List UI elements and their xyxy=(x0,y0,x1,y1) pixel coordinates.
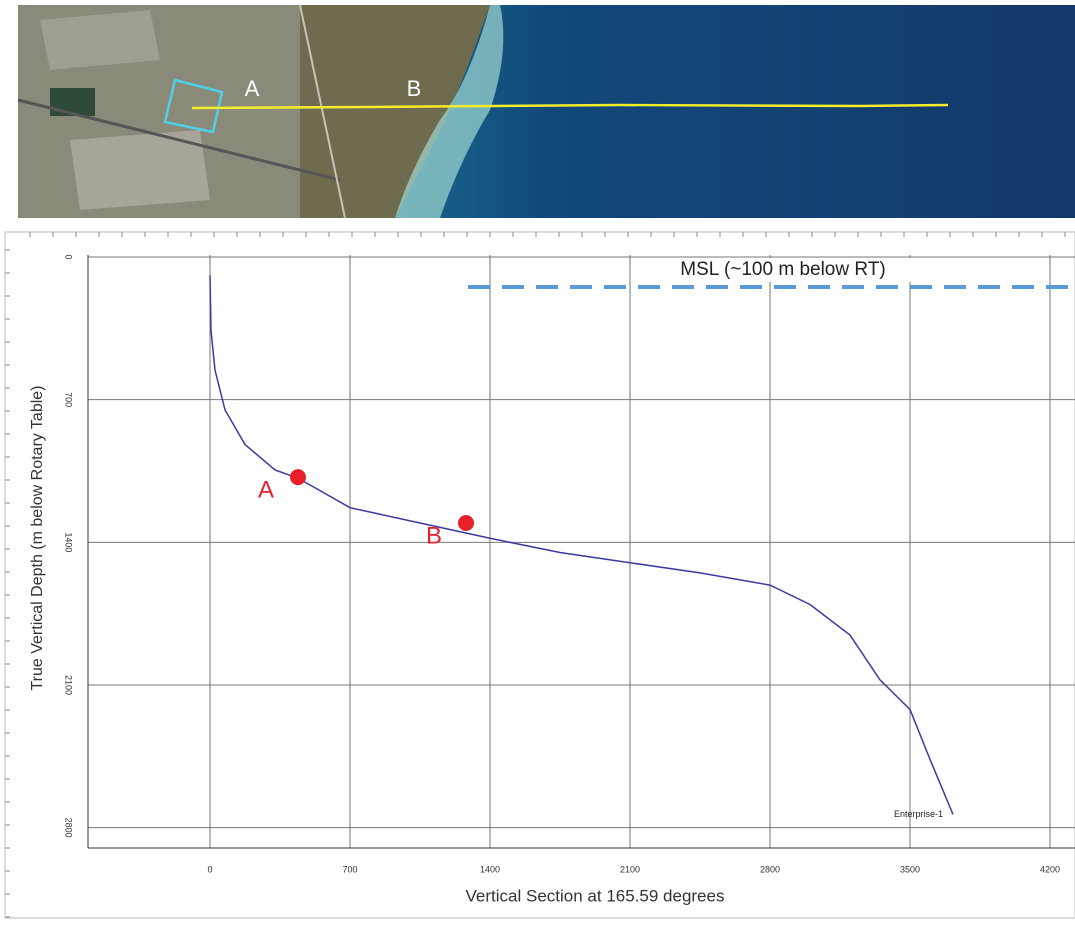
satellite-image: A B xyxy=(18,5,1075,218)
well-label: Enterprise-1 xyxy=(894,809,943,819)
x-tick-label: 2800 xyxy=(760,864,780,874)
msl-label: MSL (~100 m below RT) xyxy=(680,259,885,280)
x-tick-label: 700 xyxy=(342,864,357,874)
figure: A B 0 700 1400 2100 2800 3500 4200 0 700 1400 2100… xyxy=(0,0,1075,920)
y-axis-label: True Vertical Depth (m below Rotary Tabl… xyxy=(29,385,46,690)
y-tick-label: 1400 xyxy=(64,532,74,552)
point-marker xyxy=(290,469,306,485)
x-tick-label: 0 xyxy=(207,864,212,874)
x-tick-label: 2100 xyxy=(620,864,640,874)
point-marker xyxy=(458,515,474,531)
y-tick-label: 0 xyxy=(64,255,74,260)
map-label: B xyxy=(407,76,422,101)
x-tick-label: 4200 xyxy=(1040,864,1060,874)
point-label: A xyxy=(258,476,274,503)
point-label: B xyxy=(426,522,442,549)
y-tick-label: 700 xyxy=(64,392,74,407)
x-axis-label: Vertical Section at 165.59 degrees xyxy=(466,886,725,905)
y-tick-label: 2800 xyxy=(64,818,74,838)
x-tick-label: 3500 xyxy=(900,864,920,874)
map-label: A xyxy=(245,76,260,101)
x-tick-label: 1400 xyxy=(480,864,500,874)
y-tick-label: 2100 xyxy=(64,675,74,695)
